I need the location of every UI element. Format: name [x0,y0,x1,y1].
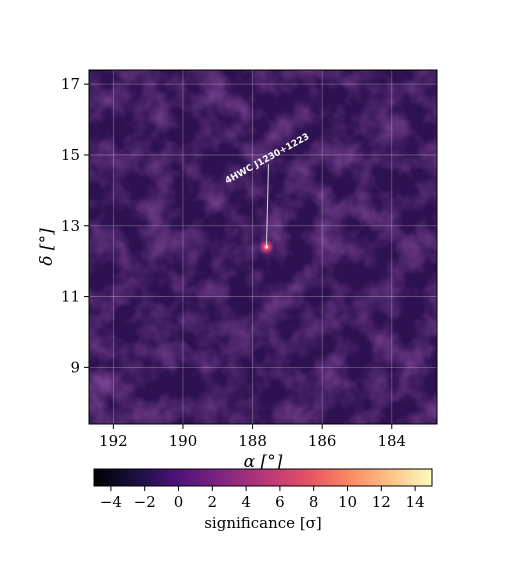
y-tick-label: 13 [61,217,80,235]
source-leader-line [265,163,269,248]
colorbar-tick-label: 8 [309,493,319,511]
colorbar-tick-label: 10 [338,493,357,511]
y-ticks: 9 11 13 15 17 [61,75,89,376]
colorbar-tick-label: 6 [275,493,285,511]
x-tick-label: 184 [377,432,406,450]
colorbar-ticks: −4 −2 0 2 4 6 8 10 12 14 [100,486,425,511]
colorbar-tick-label: 0 [174,493,184,511]
colorbar-tick-label: −2 [134,493,156,511]
x-tick-label: 190 [169,432,198,450]
colorbar-tick-label: 12 [372,493,391,511]
colorbar-tick-label: 2 [208,493,218,511]
x-tick-label: 186 [308,432,337,450]
x-ticks: 192 190 188 186 184 [99,424,406,450]
colorbar-tick-label: 14 [406,493,425,511]
y-tick-label: 17 [61,75,80,93]
colorbar-tick-label: −4 [100,493,122,511]
colorbar-label: significance [σ] [204,514,322,532]
y-tick-label: 9 [70,358,80,376]
x-tick-label: 192 [99,432,128,450]
y-tick-label: 11 [61,288,80,306]
sky-map: 4HWC J1230+1223 [89,70,437,424]
grid [89,70,437,424]
colorbar-tick-label: 4 [241,493,251,511]
y-axis-label: δ [°] [37,228,57,266]
x-tick-label: 188 [238,432,267,450]
y-tick-label: 15 [61,146,80,164]
plot-frame [88,69,438,425]
colorbar: −4 −2 0 2 4 6 8 10 12 14 significance [σ] [93,468,433,532]
x-axis-label: α [°] [244,452,283,472]
colorbar-gradient [93,468,433,487]
